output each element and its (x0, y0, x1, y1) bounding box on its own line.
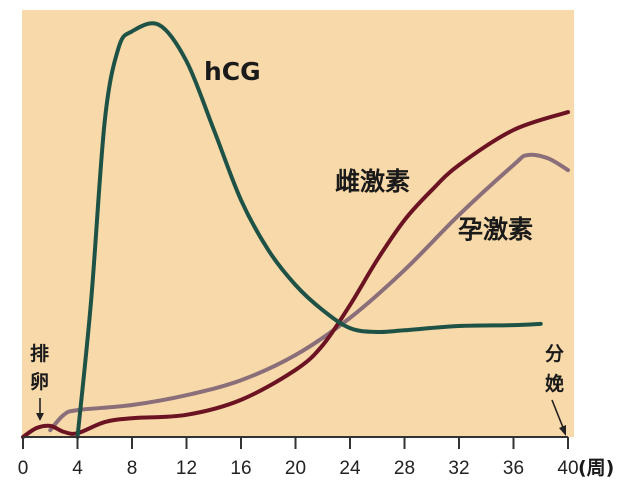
x-tick-label: 8 (127, 458, 138, 479)
delivery-annotation: 分 娩 (545, 343, 566, 436)
x-tick-label: 16 (230, 458, 251, 479)
svg-text:排: 排 (30, 342, 49, 365)
svg-text:分: 分 (545, 343, 564, 365)
x-tick-label: 32 (448, 458, 469, 479)
x-tick-label: 24 (339, 458, 361, 479)
x-tick-label: 20 (285, 458, 306, 479)
x-axis-unit-label: (周) (578, 457, 614, 479)
series-label-hcg: hCG (204, 57, 261, 86)
delivery-arrow-icon (551, 399, 565, 431)
svg-text:娩: 娩 (545, 372, 564, 395)
x-tick-label: 0 (18, 458, 29, 479)
x-tick-label: 12 (176, 458, 197, 479)
series-line-hcg (75, 21, 543, 439)
x-tick-label: 4 (72, 458, 83, 479)
svg-text:卵: 卵 (30, 370, 49, 393)
x-tick-label: 36 (503, 458, 524, 479)
ovulation-annotation: 排 卵 (30, 342, 49, 421)
series-label-progesterone: 孕激素 (458, 215, 533, 244)
x-tick-label: 28 (394, 458, 415, 479)
series-line-estrogen (21, 110, 570, 439)
x-tick-label: 40 (557, 458, 578, 479)
series-label-estrogen: 雌激素 (335, 167, 410, 196)
